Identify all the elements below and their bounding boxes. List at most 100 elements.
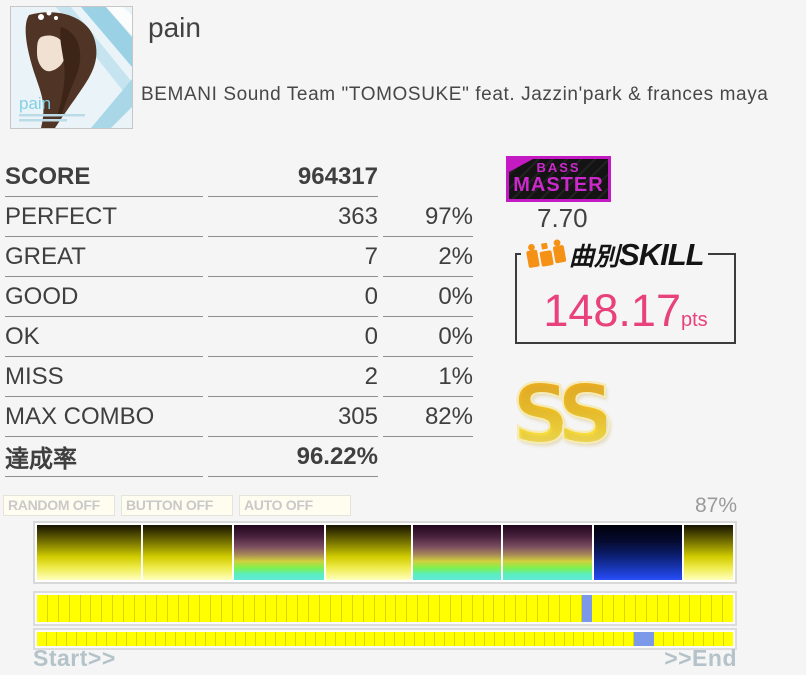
timeline-cell bbox=[494, 595, 506, 622]
table-cell: 2 bbox=[208, 357, 378, 397]
timeline-cell bbox=[255, 632, 266, 646]
timeline-cell bbox=[86, 632, 97, 646]
timeline-cell bbox=[484, 632, 495, 646]
timeline-cell bbox=[320, 595, 332, 622]
difficulty-part-label: BASS bbox=[536, 160, 581, 175]
timeline-cell bbox=[461, 595, 473, 622]
timeline-cell bbox=[559, 595, 571, 622]
table-cell: 1% bbox=[383, 357, 473, 397]
timeline-cell bbox=[135, 595, 146, 622]
timeline-cell bbox=[723, 595, 733, 622]
skill-box: 曲別 SKILL 148.17pts bbox=[515, 236, 736, 344]
timeline-cell bbox=[625, 595, 636, 622]
timeline-cell bbox=[37, 595, 48, 622]
table-row: GREAT 7 2% bbox=[5, 237, 473, 277]
timeline-cell bbox=[136, 632, 147, 646]
table-cell: 達成率 bbox=[5, 437, 203, 477]
timeline-cell bbox=[537, 595, 549, 622]
timeline-cell bbox=[505, 595, 517, 622]
table-cell: SCORE bbox=[5, 157, 203, 197]
timeline-cell bbox=[674, 632, 684, 646]
table-cell: 363 bbox=[208, 197, 378, 237]
option-badge: AUTO OFF bbox=[239, 495, 351, 516]
timeline-cell bbox=[145, 595, 157, 622]
timeline-cell bbox=[516, 595, 528, 622]
timeline-cell bbox=[594, 632, 605, 646]
song-title: pain bbox=[148, 12, 201, 43]
option-badge: RANDOM OFF bbox=[3, 495, 115, 516]
timeline-cell bbox=[703, 632, 714, 646]
timeline-cell bbox=[439, 595, 451, 622]
timeline-cell bbox=[474, 632, 485, 646]
timeline-cell bbox=[564, 632, 575, 646]
timeline-cell bbox=[186, 632, 197, 646]
timeline-cell-highlight bbox=[644, 632, 655, 646]
timeline-cell bbox=[285, 632, 296, 646]
timeline-cell bbox=[76, 632, 87, 646]
timeline-cell bbox=[113, 595, 125, 622]
skill-points-value: 148.17 bbox=[543, 285, 681, 336]
timeline-cell bbox=[298, 595, 310, 622]
timeline-cell bbox=[216, 632, 227, 646]
timeline-cell bbox=[254, 595, 266, 622]
timeline-cell bbox=[450, 595, 462, 622]
timeline-cell bbox=[614, 632, 625, 646]
timeline-cell bbox=[713, 632, 724, 646]
graph-segment-yellow bbox=[37, 525, 142, 580]
timeline-cell bbox=[435, 632, 446, 646]
timeline-cell bbox=[548, 595, 560, 622]
timeline-cell bbox=[58, 595, 70, 622]
timeline-cell bbox=[385, 632, 396, 646]
timeline-cell bbox=[425, 632, 436, 646]
timeline-cell bbox=[544, 632, 555, 646]
album-title-text: pain bbox=[19, 94, 51, 113]
table-row: 達成率 96.22% bbox=[5, 437, 473, 477]
rank-badge: SS bbox=[511, 367, 616, 462]
timeline-cell bbox=[126, 632, 137, 646]
difficulty-badge: BASS MASTER bbox=[506, 156, 611, 202]
album-text-line bbox=[19, 114, 85, 117]
timeline-cell bbox=[200, 595, 212, 622]
timeline-cell bbox=[407, 595, 419, 622]
timeline-cell bbox=[395, 632, 406, 646]
timeline-cell bbox=[309, 595, 321, 622]
graph-segment-yellow bbox=[683, 525, 734, 580]
timeline-cell bbox=[690, 595, 702, 622]
timeline-cell bbox=[683, 632, 694, 646]
timeline-cell bbox=[166, 632, 177, 646]
end-label: >>End bbox=[664, 645, 737, 671]
timeline-cell bbox=[445, 632, 456, 646]
timeline-cell bbox=[554, 632, 565, 646]
table-cell: 964317 bbox=[208, 157, 378, 197]
timeline-cell bbox=[189, 595, 201, 622]
timeline-cell bbox=[570, 595, 582, 622]
table-row: GOOD 0 0% bbox=[5, 277, 473, 317]
timeline-cell bbox=[603, 595, 615, 622]
skill-label: 曲別 SKILL bbox=[521, 236, 708, 274]
table-row: MISS 2 1% bbox=[5, 357, 473, 397]
score-table: SCORE 964317 PERFECT 363 97% GREAT 7 2% GOOD 0 0% O… bbox=[0, 157, 478, 477]
timeline-cell bbox=[635, 595, 647, 622]
table-cell: 305 bbox=[208, 397, 378, 437]
graph-segment-blue bbox=[593, 525, 682, 580]
timeline-cell bbox=[534, 632, 545, 646]
table-cell: 0% bbox=[383, 317, 473, 357]
timeline-cell bbox=[701, 595, 713, 622]
timeline-bar-2 bbox=[33, 628, 737, 650]
badge-corner-notch bbox=[509, 159, 533, 172]
table-cell: 2% bbox=[383, 237, 473, 277]
album-art: pain bbox=[10, 6, 133, 129]
timeline-cell bbox=[265, 595, 277, 622]
graph-segment-yellow bbox=[325, 525, 412, 580]
timeline-cell bbox=[156, 632, 167, 646]
timeline-cell bbox=[265, 632, 276, 646]
timeline-cell bbox=[504, 632, 515, 646]
timeline-cell bbox=[335, 632, 346, 646]
timeline-cell bbox=[614, 595, 626, 622]
timeline-cell bbox=[592, 595, 604, 622]
timeline-cell bbox=[206, 632, 217, 646]
graph-segment-purple bbox=[233, 525, 324, 580]
timeline-cell bbox=[341, 595, 353, 622]
timeline-cell bbox=[355, 632, 366, 646]
